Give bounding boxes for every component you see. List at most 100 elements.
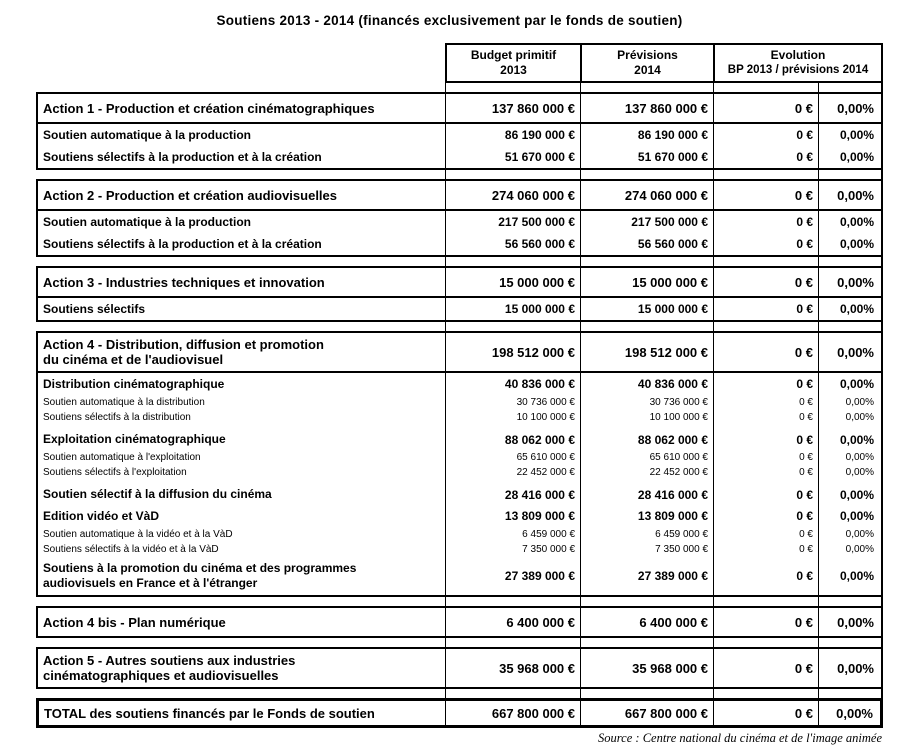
gap-cell (580, 83, 713, 92)
value-prev2014: 15 000 000 € (580, 298, 713, 320)
table-row: Soutien automatique à la vidéo et à la V… (38, 527, 881, 542)
gap-cell (445, 322, 580, 331)
value-prev2014: 28 416 000 € (580, 480, 713, 505)
value-bp2013: 6 459 000 € (445, 527, 580, 542)
value-bp2013: 274 060 000 € (445, 181, 580, 209)
gap-cell (580, 689, 713, 698)
row-label: Soutien automatique à la distribution (43, 397, 205, 408)
gap-cell (818, 83, 883, 92)
value-evolution-eur: 0 € (713, 373, 818, 395)
value-prev2014: 88 062 000 € (580, 425, 713, 450)
row-label: Soutien automatique à la production (43, 214, 252, 229)
value-evolution-eur: 0 € (713, 333, 818, 371)
column-gap-lines (36, 689, 883, 698)
row-label: Soutiens sélectifs (43, 301, 146, 316)
value-prev2014: 7 350 000 € (580, 542, 713, 557)
row-label: Action 3 - Industries techniques et inno… (43, 274, 325, 290)
gap-cell (36, 597, 445, 606)
value-prev2014: 274 060 000 € (580, 181, 713, 209)
row-label: Soutien automatique à l'exploitation (43, 452, 201, 463)
gap-cell (445, 170, 580, 179)
value-bp2013: 6 400 000 € (445, 608, 580, 636)
group-action-4bis: Action 4 bis - Plan numérique 6 400 000 €… (36, 606, 883, 638)
value-evolution-pct: 0,00% (818, 146, 881, 168)
table-row: Soutiens sélectifs 15 000 000 €15 000 000… (38, 298, 881, 320)
header-label: 2013 (500, 63, 527, 77)
value-prev2014: 86 190 000 € (580, 124, 713, 146)
value-evolution-pct: 0,00% (818, 608, 881, 636)
table-row: Soutien automatique à la distribution 30 … (38, 395, 881, 410)
value-prev2014: 217 500 000 € (580, 211, 713, 233)
value-prev2014: 6 459 000 € (580, 527, 713, 542)
table-row: Soutien automatique à l'exploitation 65 6… (38, 450, 881, 465)
value-evolution-eur: 0 € (713, 425, 818, 450)
budget-table: Budget primitif 2013 Prévisions 2014 Evo… (36, 43, 883, 728)
value-bp2013: 15 000 000 € (445, 268, 580, 296)
group-action-2: Action 2 - Production et création audiov… (36, 179, 883, 257)
gap-cell (818, 322, 883, 331)
value-evolution-eur: 0 € (713, 608, 818, 636)
header-label: Prévisions (617, 48, 678, 62)
value-bp2013: 30 736 000 € (445, 395, 580, 410)
column-gap-lines (36, 257, 883, 266)
action-header-row: Action 5 - Autres soutiens aux industrie… (38, 649, 881, 687)
row-label: Soutiens à la promotion du cinéma et des… (43, 561, 357, 590)
group-action-1: Action 1 - Production et création cinéma… (36, 92, 883, 170)
row-label: Soutien sélectif à la diffusion du ciném… (43, 487, 272, 501)
value-bp2013: 13 809 000 € (445, 505, 580, 527)
row-label: Soutiens sélectifs à la distribution (43, 412, 191, 423)
row-label: Soutiens sélectifs à l'exploitation (43, 467, 187, 478)
value-prev2014: 65 610 000 € (580, 450, 713, 465)
gap-cell (818, 257, 883, 266)
value-prev2014: 40 836 000 € (580, 373, 713, 395)
row-label: Exploitation cinématographique (43, 432, 226, 446)
value-bp2013: 28 416 000 € (445, 480, 580, 505)
gap-cell (818, 689, 883, 698)
value-evolution-pct: 0,00% (818, 268, 881, 296)
table-row: Soutiens sélectifs à la vidéo et à la Và… (38, 542, 881, 557)
gap-cell (445, 638, 580, 647)
value-bp2013: 137 860 000 € (445, 94, 580, 122)
value-evolution-eur: 0 € (713, 395, 818, 410)
gap-cell (713, 83, 818, 92)
value-bp2013: 667 800 000 € (445, 701, 580, 725)
value-prev2014: 30 736 000 € (580, 395, 713, 410)
value-evolution-eur: 0 € (713, 701, 818, 725)
value-evolution-eur: 0 € (713, 181, 818, 209)
value-prev2014: 56 560 000 € (580, 233, 713, 255)
value-prev2014: 667 800 000 € (580, 701, 713, 725)
column-gap-lines (36, 638, 883, 647)
table-row: Distribution cinématographique 40 836 000… (38, 373, 881, 395)
gap-cell (713, 689, 818, 698)
gap-cell (580, 257, 713, 266)
value-prev2014: 27 389 000 € (580, 557, 713, 595)
value-bp2013: 88 062 000 € (445, 425, 580, 450)
group-action-4: Action 4 - Distribution, diffusion et pr… (36, 331, 883, 597)
value-prev2014: 137 860 000 € (580, 94, 713, 122)
gap-cell (713, 257, 818, 266)
value-evolution-eur: 0 € (713, 527, 818, 542)
action-header-row: Action 3 - Industries techniques et inno… (38, 268, 881, 298)
value-evolution-pct: 0,00% (818, 465, 881, 480)
row-label: Action 1 - Production et création cinéma… (43, 100, 375, 116)
header-label: Evolution (770, 48, 826, 62)
header-label: BP 2013 / prévisions 2014 (727, 64, 869, 76)
row-label: Soutiens sélectifs à la production et à … (43, 149, 322, 164)
gap-cell (580, 638, 713, 647)
value-evolution-pct: 0,00% (818, 395, 881, 410)
column-gap-lines (36, 83, 883, 92)
table-row: Soutiens sélectifs à la distribution 10 1… (38, 410, 881, 425)
value-evolution-pct: 0,00% (818, 505, 881, 527)
group-action-3: Action 3 - Industries techniques et inno… (36, 266, 883, 322)
gap-cell (445, 597, 580, 606)
action-header-row: Action 1 - Production et création cinéma… (38, 94, 881, 124)
value-bp2013: 40 836 000 € (445, 373, 580, 395)
value-evolution-eur: 0 € (713, 465, 818, 480)
value-evolution-eur: 0 € (713, 542, 818, 557)
value-prev2014: 10 100 000 € (580, 410, 713, 425)
table-row: Soutiens sélectifs à la production et à … (38, 146, 881, 168)
value-evolution-pct: 0,00% (818, 211, 881, 233)
value-prev2014: 35 968 000 € (580, 649, 713, 687)
gap-cell (445, 83, 580, 92)
gap-cell (36, 257, 445, 266)
